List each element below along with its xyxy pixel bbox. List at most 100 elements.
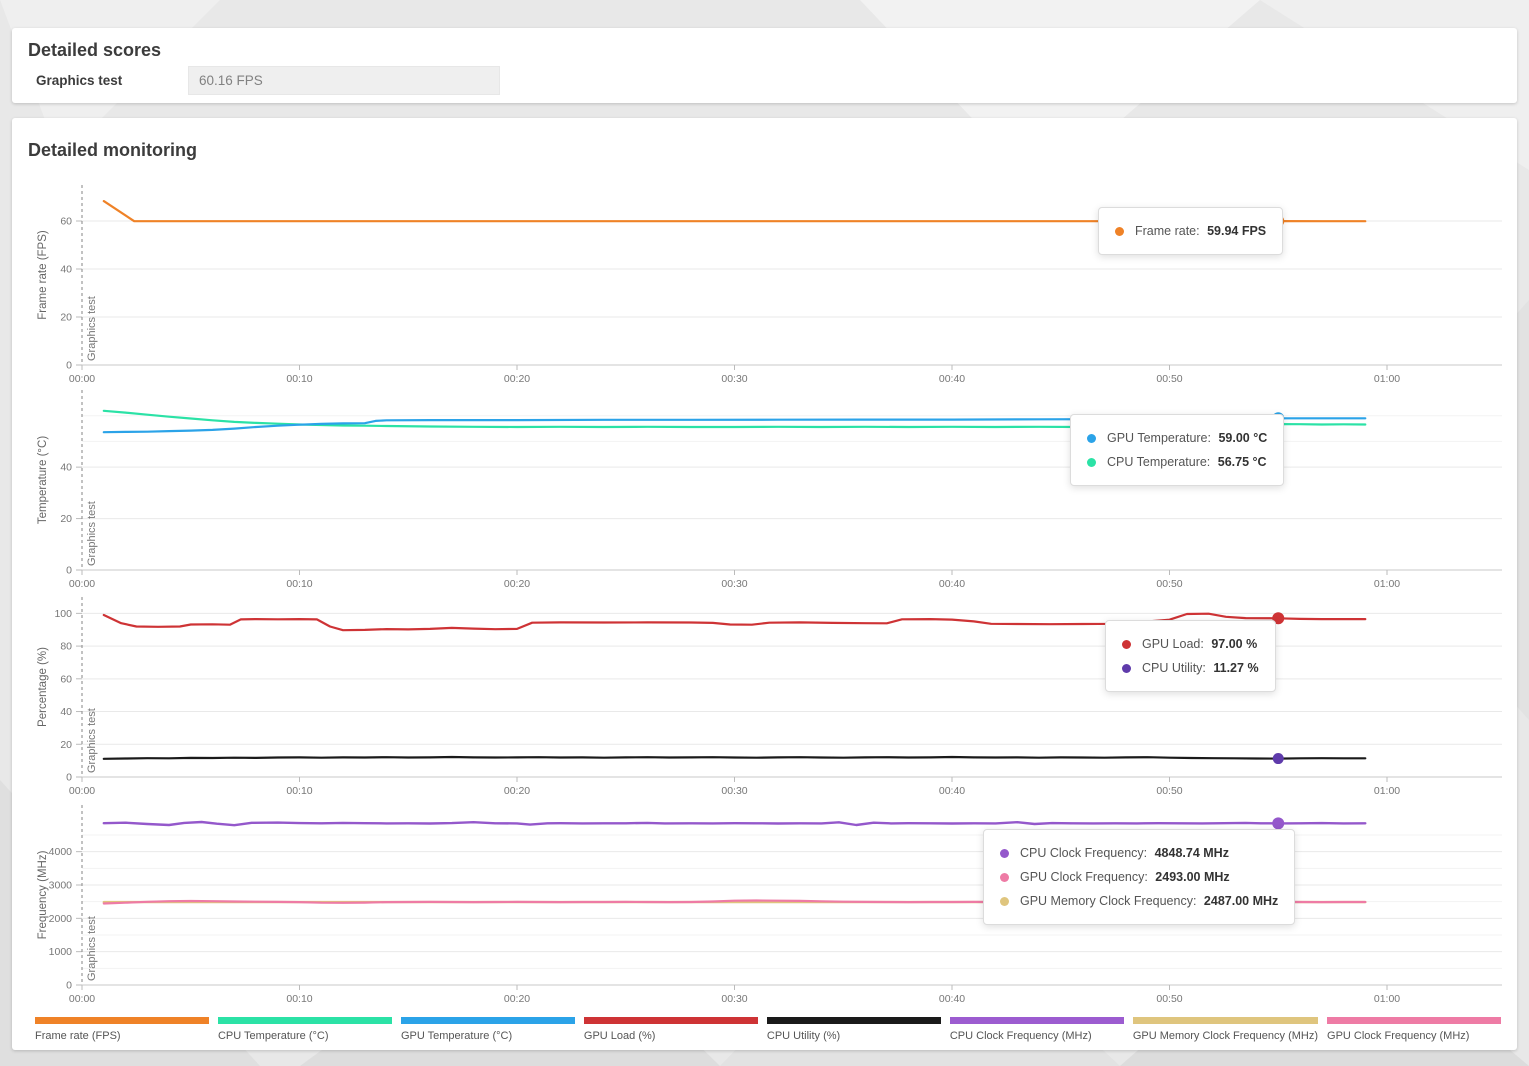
x-tick-label: 00:50 [1156,993,1182,1005]
y-axis-title: Temperature (°C) [37,436,49,524]
tooltip-text: CPU Temperature: 56.75 °C [1107,455,1267,469]
tooltip-series-dot [1087,457,1096,467]
tooltip-series-dot [1122,639,1131,649]
x-tick-label: 00:10 [286,993,312,1005]
series-line-cpu-clock [102,820,1367,827]
y-tick-label: 2000 [49,913,73,925]
tooltip-text: GPU Memory Clock Frequency: 2487.00 MHz [1020,894,1279,908]
tooltip-series-dot [1087,433,1096,443]
x-tick-label: 00:40 [939,373,965,385]
x-tick-label: 00:30 [721,578,747,590]
y-tick-label: 0 [66,772,72,784]
y-tick-label: 40 [60,706,72,718]
legend-item-gpu-load[interactable]: GPU Load (%) [583,1017,758,1042]
legend-color-bar [766,1017,941,1024]
tooltip-series-dot [1115,226,1124,236]
tooltip-row: GPU Clock Frequency: 2493.00 MHz [1000,865,1278,889]
y-axis-title: Frame rate (FPS) [37,230,49,320]
tooltip-series-dot [1122,663,1131,673]
chart-framerate[interactable]: 0 20 40 60 00:00 00:10 00:20 00:30 00:40 00:50 01:… [12,185,1502,396]
y-tick-label: 40 [60,462,72,474]
y-tick-label: 20 [60,739,72,751]
legend-item-cpu-temperature-c[interactable]: CPU Temperature (°C) [217,1017,392,1042]
x-tick-label: 00:30 [721,373,747,385]
x-tick-label: 00:00 [69,993,95,1005]
tooltip-row: Frame rate: 59.94 FPS [1115,219,1266,243]
legend-item-cpu-utility[interactable]: CPU Utility (%) [766,1017,941,1042]
x-tick-label: 00:00 [69,578,95,590]
x-tick-label: 01:00 [1374,993,1400,1005]
y-tick-label: 0 [66,360,72,372]
detailed-scores-card: Detailed scores Graphics test 60.16 FPS [12,28,1517,103]
x-tick-label: 00:10 [286,373,312,385]
legend-item-frame-rate-fps[interactable]: Frame rate (FPS) [35,1017,209,1042]
x-tick-label: 00:40 [939,993,965,1005]
x-tick-label: 01:00 [1374,785,1400,797]
tooltip-row: CPU Clock Frequency: 4848.74 MHz [1000,841,1278,865]
x-tick-label: 00:30 [721,785,747,797]
tooltip-percentage: GPU Load: 97.00 % CPU Utility: 11.27 % [1105,620,1276,692]
y-axis-title: Percentage (%) [37,647,49,727]
tooltip-series-dot [1000,848,1009,858]
x-tick-label: 01:00 [1374,578,1400,590]
tooltip-row: CPU Temperature: 56.75 °C [1087,450,1267,474]
x-tick-label: 00:20 [504,785,530,797]
hover-marker [1272,753,1284,765]
legend-item-gpu-temperature-c[interactable]: GPU Temperature (°C) [400,1017,575,1042]
x-tick-label: 00:30 [721,993,747,1005]
tooltip-text: CPU Utility: 11.27 % [1142,661,1259,675]
detailed-scores-title: Detailed scores [28,40,162,60]
legend-color-bar [583,1017,758,1024]
y-tick-label: 0 [66,565,72,577]
chart-canvas-framerate[interactable]: 0 20 40 60 00:00 00:10 00:20 00:30 00:40 00:50 01:… [12,185,1502,391]
x-tick-label: 00:20 [504,373,530,385]
tooltip-temperature: GPU Temperature: 59.00 °C CPU Temperature… [1070,414,1285,486]
legend-color-bar [400,1017,575,1024]
tooltip-series-dot [1000,896,1009,906]
legend-label: Frame rate (FPS) [35,1030,121,1042]
legend-item-gpu-memory-clock-frequency-mhz[interactable]: GPU Memory Clock Frequency (MHz) [1132,1017,1319,1042]
legend-item-gpu-clock-frequency-mhz[interactable]: GPU Clock Frequency (MHz) [1327,1017,1501,1042]
graphics-test-value-field[interactable]: 60.16 FPS [188,66,500,95]
tooltip-row: GPU Load: 97.00 % [1122,632,1259,656]
legend-label: GPU Temperature (°C) [400,1030,513,1042]
legend-item-cpu-clock-frequency-mhz[interactable]: CPU Clock Frequency (MHz) [949,1017,1124,1042]
x-tick-label: 01:00 [1374,373,1400,385]
chart-canvas-percentage[interactable]: 0 20 40 60 80 100 00:00 00:10 00:20 00:30 00:40 00:… [12,597,1502,803]
x-tick-label: 00:50 [1156,578,1182,590]
series-line-cpu-utility [102,755,1367,760]
x-tick-label: 00:00 [69,785,95,797]
y-tick-label: 100 [54,608,72,620]
y-tick-label: 0 [66,980,72,992]
x-tick-label: 00:00 [69,373,95,385]
y-axis-title: Frequency (MHz) [37,850,49,939]
x-tick-label: 00:50 [1156,785,1182,797]
y-tick-label: 20 [60,312,72,324]
graphics-test-score-row: Graphics test 60.16 FPS [36,66,500,95]
legend-label: CPU Temperature (°C) [217,1030,329,1042]
x-tick-label: 00:20 [504,578,530,590]
x-tick-label: 00:10 [286,578,312,590]
tooltip-frequency: CPU Clock Frequency: 4848.74 MHz GPU Cloc… [983,829,1296,925]
chart-percentage[interactable]: 0 20 40 60 80 100 00:00 00:10 00:20 00:30 00:40 00:… [12,597,1502,808]
x-tick-label: 00:40 [939,785,965,797]
legend-label: GPU Load (%) [583,1030,656,1042]
event-label-graphics-test: Graphics test [86,501,98,566]
y-tick-label: 80 [60,641,72,653]
chart-legend: Frame rate (FPS) CPU Temperature (°C) GPU … [35,1017,1501,1042]
tooltip-series-dot [1000,872,1009,882]
y-tick-label: 1000 [49,946,73,958]
y-tick-label: 3000 [49,880,73,892]
legend-color-bar [1327,1017,1501,1024]
x-tick-label: 00:20 [504,993,530,1005]
detailed-monitoring-title: Detailed monitoring [28,140,198,160]
x-tick-label: 00:40 [939,578,965,590]
graphics-test-label: Graphics test [36,73,123,88]
tooltip-row: GPU Temperature: 59.00 °C [1087,426,1267,450]
event-label-graphics-test: Graphics test [86,916,98,981]
tooltip-text: GPU Load: 97.00 % [1142,637,1258,651]
legend-label: CPU Utility (%) [766,1030,841,1042]
y-tick-label: 40 [60,264,72,276]
legend-color-bar [35,1017,209,1024]
event-label-graphics-test: Graphics test [86,708,98,773]
